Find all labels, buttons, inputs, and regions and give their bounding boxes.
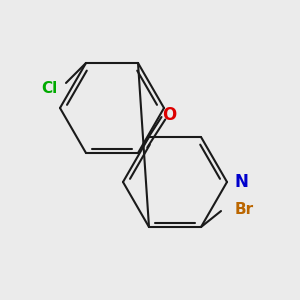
Text: N: N	[235, 173, 249, 191]
Text: Br: Br	[235, 202, 254, 217]
Text: Cl: Cl	[42, 82, 58, 97]
Text: O: O	[162, 106, 177, 124]
